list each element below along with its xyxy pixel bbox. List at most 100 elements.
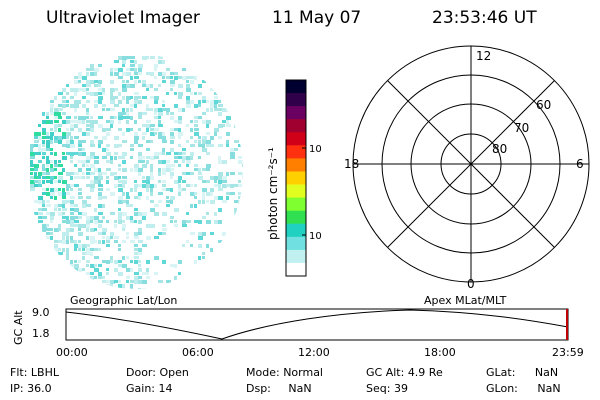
color-scale-swatch: [286, 119, 306, 133]
auroral-pixel: [34, 184, 38, 187]
auroral-pixel: [118, 244, 121, 247]
auroral-pixel: [186, 88, 191, 92]
auroral-pixel: [170, 168, 174, 171]
color-scale-swatch: [286, 171, 306, 186]
auroral-pixel: [166, 164, 171, 168]
auroral-pixel: [138, 184, 142, 187]
auroral-pixel: [98, 172, 102, 176]
auroral-pixel: [226, 108, 230, 112]
auroral-pixel: [102, 172, 107, 175]
auroral-pixel: [138, 68, 142, 72]
auroral-pixel: [158, 152, 163, 155]
auroral-pixel: [50, 152, 53, 155]
auroral-pixel: [142, 132, 147, 135]
ip-readout: IP: 36.0: [10, 382, 52, 395]
auroral-pixel: [122, 72, 127, 76]
auroral-pixel: [194, 124, 198, 127]
auroral-pixel: [222, 176, 227, 180]
auroral-pixel: [206, 220, 211, 224]
auroral-pixel: [58, 108, 63, 111]
auroral-pixel: [130, 68, 135, 71]
auroral-pixel: [54, 240, 58, 243]
auroral-pixel: [130, 128, 133, 131]
auroral-pixel: [118, 100, 122, 104]
auroral-pixel: [110, 124, 113, 128]
auroral-pixel: [94, 228, 97, 231]
auroral-pixel: [194, 220, 198, 223]
auroral-pixel: [34, 152, 39, 155]
auroral-pixel: [134, 104, 137, 108]
auroral-pixel: [190, 172, 194, 175]
auroral-pixel: [166, 204, 170, 207]
auroral-pixel: [198, 200, 201, 204]
auroral-pixel: [142, 80, 146, 84]
auroral-pixel: [126, 200, 129, 204]
auroral-pixel: [134, 244, 138, 247]
auroral-pixel: [154, 96, 159, 100]
auroral-pixel: [146, 160, 149, 164]
auroral-pixel: [66, 144, 71, 148]
auroral-pixel: [158, 56, 163, 59]
auroral-pixel: [142, 216, 146, 220]
auroral-pixel: [86, 204, 91, 207]
auroral-pixel: [70, 224, 75, 227]
auroral-pixel: [98, 96, 103, 100]
auroral-pixel: [106, 272, 109, 275]
auroral-pixel: [118, 216, 122, 220]
auroral-pixel: [82, 204, 86, 208]
auroral-pixel: [94, 92, 98, 96]
auroral-pixel: [146, 128, 149, 132]
auroral-pixel: [106, 280, 111, 283]
auroral-pixel: [118, 128, 122, 131]
auroral-pixel: [170, 116, 174, 120]
auroral-pixel: [62, 212, 65, 215]
auroral-pixel: [54, 124, 58, 128]
color-scale-swatch: [286, 132, 306, 146]
auroral-pixel: [122, 140, 127, 143]
auroral-pixel: [90, 164, 95, 168]
auroral-pixel: [114, 136, 119, 140]
auroral-pixel: [90, 236, 95, 240]
auroral-pixel: [70, 96, 74, 99]
auroral-pixel: [74, 152, 78, 155]
auroral-pixel: [118, 264, 123, 267]
auroral-pixel: [238, 156, 242, 159]
auroral-pixel: [110, 236, 113, 239]
auroral-pixel: [114, 220, 117, 223]
auroral-pixel: [94, 216, 99, 220]
auroral-pixel: [42, 144, 45, 147]
auroral-pixel: [50, 212, 55, 216]
auroral-pixel: [154, 156, 159, 159]
auroral-pixel: [54, 96, 57, 100]
auroral-pixel: [86, 220, 90, 224]
auroral-pixel: [110, 232, 114, 236]
auroral-pixel: [134, 80, 137, 84]
auroral-pixel: [150, 124, 155, 127]
auroral-pixel: [198, 136, 201, 139]
geo-longitude-label: GLon:: [486, 382, 518, 395]
auroral-pixel: [70, 128, 74, 131]
color-scale-frame: [285, 79, 307, 277]
auroral-pixel: [218, 100, 221, 103]
auroral-pixel: [178, 136, 181, 139]
color-scale-swatch: [286, 106, 306, 120]
auroral-pixel: [90, 120, 94, 124]
auroral-pixel: [158, 84, 161, 87]
color-scale-swatch: [286, 145, 306, 159]
auroral-pixel: [46, 228, 50, 231]
auroral-pixel: [46, 160, 50, 164]
auroral-pixel: [46, 144, 50, 148]
auroral-pixel: [94, 156, 99, 159]
auroral-pixel: [70, 176, 73, 180]
auroral-pixel: [150, 56, 155, 59]
auroral-pixel: [82, 200, 87, 204]
auroral-pixel: [90, 172, 95, 175]
timeline-x-tick-2359: 23:59: [552, 346, 584, 359]
auroral-pixel: [150, 156, 155, 160]
auroral-pixel: [62, 188, 65, 192]
auroral-pixel: [126, 128, 130, 132]
mlt-label-midnight: 0: [467, 277, 475, 291]
auroral-pixel: [138, 72, 142, 75]
auroral-pixel: [38, 144, 41, 148]
auroral-pixel: [62, 152, 65, 155]
